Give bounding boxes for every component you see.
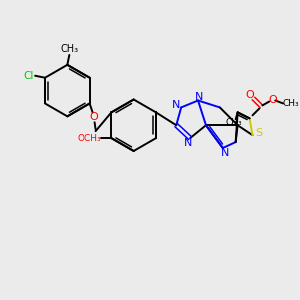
Text: O: O [268, 94, 277, 104]
Text: O: O [245, 89, 254, 100]
Text: O: O [89, 112, 98, 122]
Text: OCH₃: OCH₃ [78, 134, 101, 142]
Text: S: S [255, 128, 262, 138]
Text: N: N [172, 100, 180, 110]
Text: Cl: Cl [23, 71, 33, 81]
Text: CH₃: CH₃ [283, 99, 299, 108]
Text: N: N [220, 148, 229, 158]
Text: CH₃: CH₃ [60, 44, 78, 54]
Text: N: N [184, 138, 192, 148]
Text: CH₃: CH₃ [225, 118, 242, 127]
Text: N: N [195, 92, 203, 101]
